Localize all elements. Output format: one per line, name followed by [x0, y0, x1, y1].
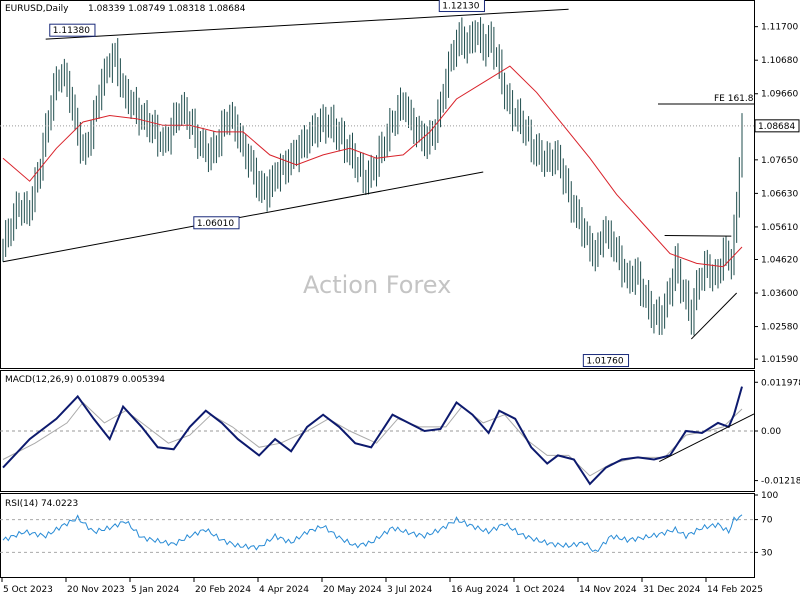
price-tick-label: 1.02580: [761, 323, 798, 333]
price-annotation-box: [582, 354, 630, 368]
macd-signal-line: [2, 401, 743, 477]
trend-line: [45, 8, 569, 40]
trend-line: [664, 234, 732, 237]
x-tick-label: 5 Jan 2024: [131, 585, 179, 595]
trend-line: [2, 171, 484, 263]
x-tick-label: 20 May 2024: [323, 585, 382, 595]
macd-tick-label: 0.00: [761, 427, 781, 437]
fe-level-label: FE 161.8: [714, 94, 754, 104]
x-tick-label: 14 Feb 2025: [707, 585, 763, 595]
price-annotation-label: 1.06010: [197, 219, 234, 229]
macd-tick-label: 0.011978: [761, 378, 800, 388]
x-tick-label: 20 Nov 2023: [67, 585, 125, 595]
price-tick-label: 1.09660: [761, 90, 798, 100]
current-price-label: 1.08684: [758, 122, 795, 132]
price-ohlc: 1.08339 1.08749 1.08318 1.08684: [88, 4, 246, 14]
x-tick-label: 3 Jul 2024: [387, 585, 432, 595]
price-annotation-box: [438, 0, 485, 13]
watermark: Action Forex: [303, 271, 451, 299]
price-panel-frame: [0, 0, 755, 369]
price-tick-label: 1.06630: [761, 189, 798, 199]
x-tick-label: 5 Oct 2023: [3, 585, 53, 595]
price-annotation-label: 1.01760: [586, 357, 623, 367]
price-annotation-label: 1.12130: [442, 2, 479, 12]
x-tick-label: 16 Aug 2024: [451, 585, 509, 595]
price-panel-title: EURUSD,Daily: [5, 4, 69, 14]
trend-line: [690, 292, 738, 340]
rsi-panel-frame: [0, 493, 755, 578]
rsi-tick-label: 100: [761, 491, 778, 501]
price-tick-label: 1.01590: [761, 355, 798, 365]
macd-line: [2, 386, 743, 486]
x-tick-label: 4 Apr 2024: [259, 585, 309, 595]
price-tick-label: 1.11700: [761, 23, 798, 33]
rsi-tick-label: 70: [761, 516, 773, 526]
price-annotation-box: [49, 23, 96, 37]
x-tick-label: 20 Feb 2024: [195, 585, 251, 595]
price-tick-label: 1.10680: [761, 56, 798, 66]
rsi-tick-label: 30: [761, 548, 773, 558]
price-annotation-label: 1.11380: [53, 26, 90, 36]
price-annotation-box: [193, 216, 240, 230]
rsi-line: [2, 514, 743, 553]
price-tick-label: 1.04620: [761, 255, 798, 265]
macd-panel-title: MACD(12,26,9) 0.010879 0.005394: [5, 375, 165, 385]
rsi-panel-title: RSI(14) 74.0223: [5, 499, 78, 509]
macd-tick-label: -0.012185: [761, 477, 800, 487]
x-tick-label: 14 Nov 2024: [579, 585, 637, 595]
price-tick-label: 1.07650: [761, 156, 798, 166]
x-tick-label: 31 Dec 2024: [643, 585, 701, 595]
x-tick-label: 1 Oct 2024: [515, 585, 565, 595]
price-tick-label: 1.05610: [761, 223, 798, 233]
moving-average-line: [2, 65, 743, 268]
macd-trend-line: [659, 413, 755, 462]
current-price-box: [754, 119, 800, 133]
price-tick-label: 1.03600: [761, 289, 798, 299]
